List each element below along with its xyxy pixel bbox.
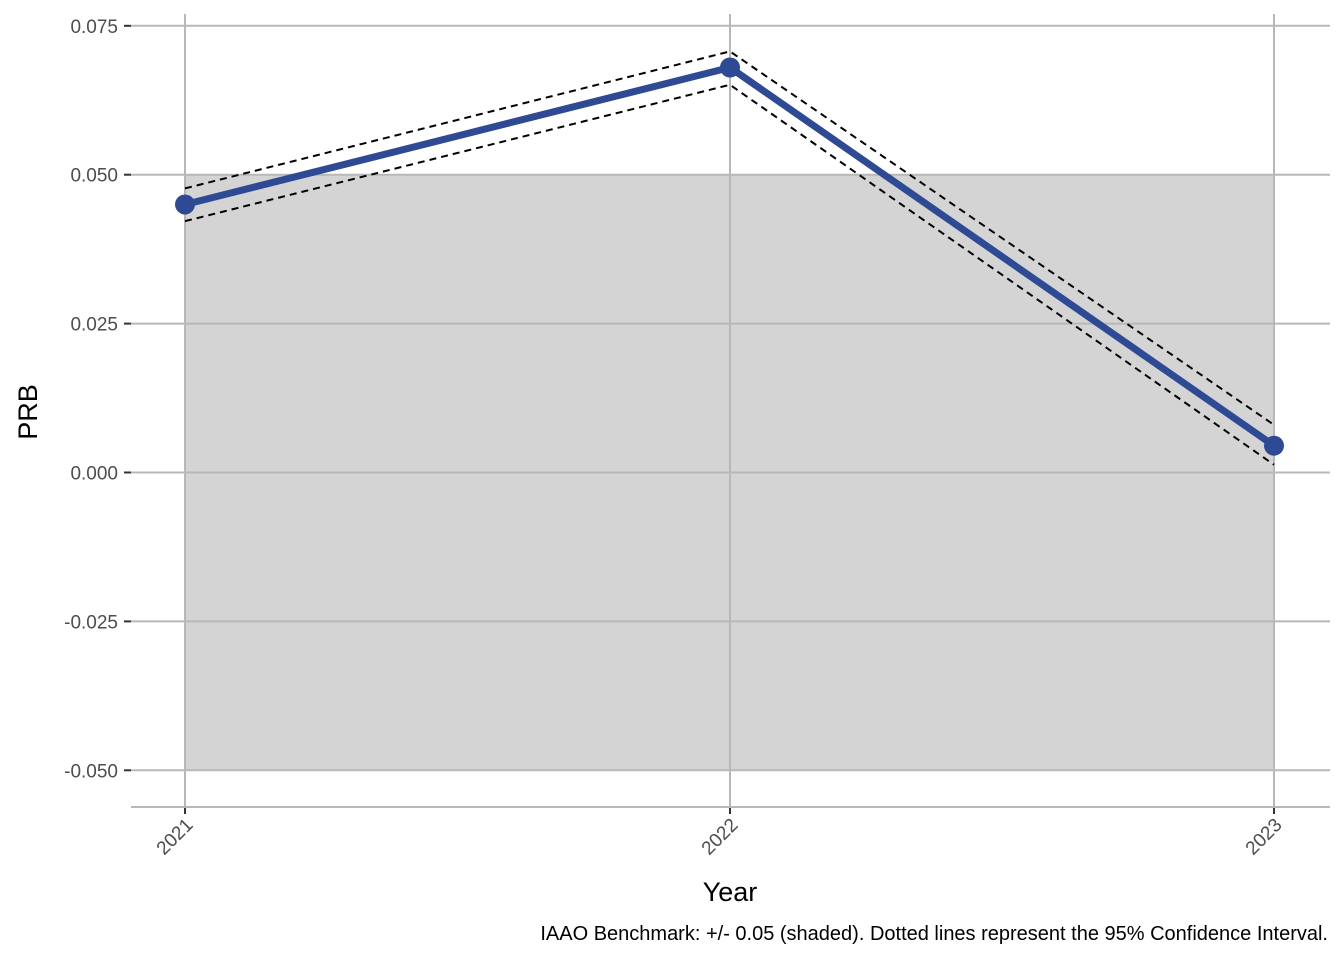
prb-data-point: [720, 57, 740, 78]
y-axis-title: PRB: [13, 384, 43, 440]
y-tick-label: -0.050: [64, 761, 118, 782]
grid-layer: [131, 14, 1330, 807]
ci-upper-line: [184, 50, 1275, 426]
y-tick-label: 0.025: [70, 315, 118, 336]
x-tick-labels: 2021 2022 2023: [153, 815, 1287, 860]
axis-layer: [124, 24, 1330, 814]
y-tick-label: -0.025: [64, 612, 118, 633]
x-axis-title: Year: [703, 877, 758, 907]
y-tick-label: 0.050: [70, 166, 118, 187]
y-tick-label: 0.000: [70, 464, 118, 485]
x-tick-label: 2021: [153, 815, 198, 860]
chart-caption: IAAO Benchmark: +/- 0.05 (shaded). Dotte…: [540, 923, 1328, 945]
x-tick-label: 2022: [698, 815, 743, 860]
x-tick-label: 2023: [1242, 815, 1287, 860]
y-tick-label: 0.075: [70, 17, 118, 38]
confidence-interval-layer: [184, 50, 1275, 466]
y-tick-labels: 0.075 0.050 0.025 0.000 -0.025 -0.050: [64, 17, 118, 782]
prb-data-point: [1264, 435, 1284, 456]
series-layer: [175, 57, 1284, 456]
prb-data-point: [175, 194, 195, 215]
